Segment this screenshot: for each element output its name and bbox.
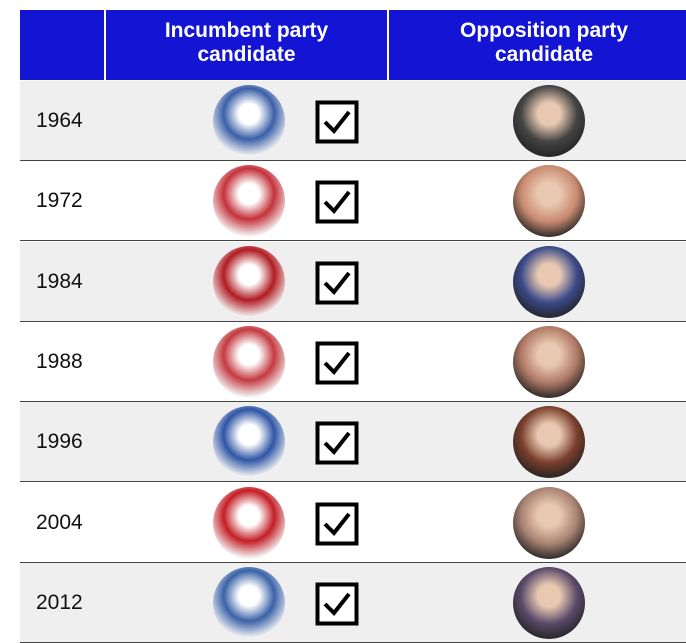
year-label: 1996 [36, 430, 83, 454]
checkbox [315, 582, 359, 626]
checkbox-frame [315, 502, 359, 545]
checkbox-frame [315, 341, 359, 385]
table-row: 1988 [20, 321, 686, 402]
checkbox-icon [315, 100, 359, 149]
incumbent-photo [213, 165, 285, 238]
checkbox [315, 502, 359, 545]
opposition-photo [513, 566, 585, 639]
checkbox [315, 341, 359, 385]
checkbox-icon [315, 261, 359, 310]
checkmark [323, 592, 351, 616]
year-label: 2012 [36, 590, 83, 614]
header-cell [389, 10, 686, 80]
opposition-photo [513, 85, 585, 157]
opposition-photo [513, 245, 585, 318]
header-cell [106, 10, 387, 80]
checkmark [323, 351, 351, 375]
checkbox [315, 261, 359, 305]
checkmark [323, 110, 351, 135]
checkbox [315, 421, 359, 465]
checkbox [315, 100, 359, 144]
table-row: 1984 [20, 241, 686, 322]
incumbent-photo [213, 406, 285, 479]
checkmark [323, 512, 351, 536]
table-row: 1964 [20, 81, 686, 161]
checkbox-icon [315, 502, 359, 551]
checkbox-frame [315, 582, 359, 626]
year-label: 1964 [36, 109, 83, 132]
checkbox [315, 180, 359, 224]
header-cell [20, 10, 104, 80]
table-row: 1972 [20, 161, 686, 242]
checkbox-frame [315, 100, 359, 144]
year-label: 1988 [36, 349, 83, 373]
checkbox-icon [315, 180, 359, 229]
table-row: 1996 [20, 402, 686, 483]
checkmark [323, 431, 351, 456]
year-label: 1972 [36, 189, 83, 213]
checkmark [323, 271, 351, 295]
incumbent-photo [213, 566, 285, 639]
checkbox-icon [315, 582, 359, 631]
checkbox-icon [315, 421, 359, 470]
opposition-photo [513, 325, 585, 398]
incumbent-photo [213, 245, 285, 318]
opposition-photo [513, 486, 585, 559]
header-label: Incumbent party candidate [164, 19, 329, 66]
opposition-photo [513, 406, 585, 479]
checkbox-icon [315, 341, 359, 390]
incumbent-photo [213, 85, 285, 157]
year-label: 1984 [36, 269, 83, 293]
checkbox-frame [315, 180, 359, 224]
checkmark [323, 191, 351, 215]
year-label: 2004 [36, 510, 83, 534]
opposition-photo [513, 165, 585, 238]
table-row: 2004 [20, 482, 686, 563]
table-row: 2012 [20, 562, 686, 643]
checkbox-frame [315, 421, 359, 465]
checkbox-frame [315, 261, 359, 305]
header-label: Opposition party candidate [460, 19, 628, 66]
incumbent-photo [213, 325, 285, 398]
incumbent-photo [213, 486, 285, 559]
